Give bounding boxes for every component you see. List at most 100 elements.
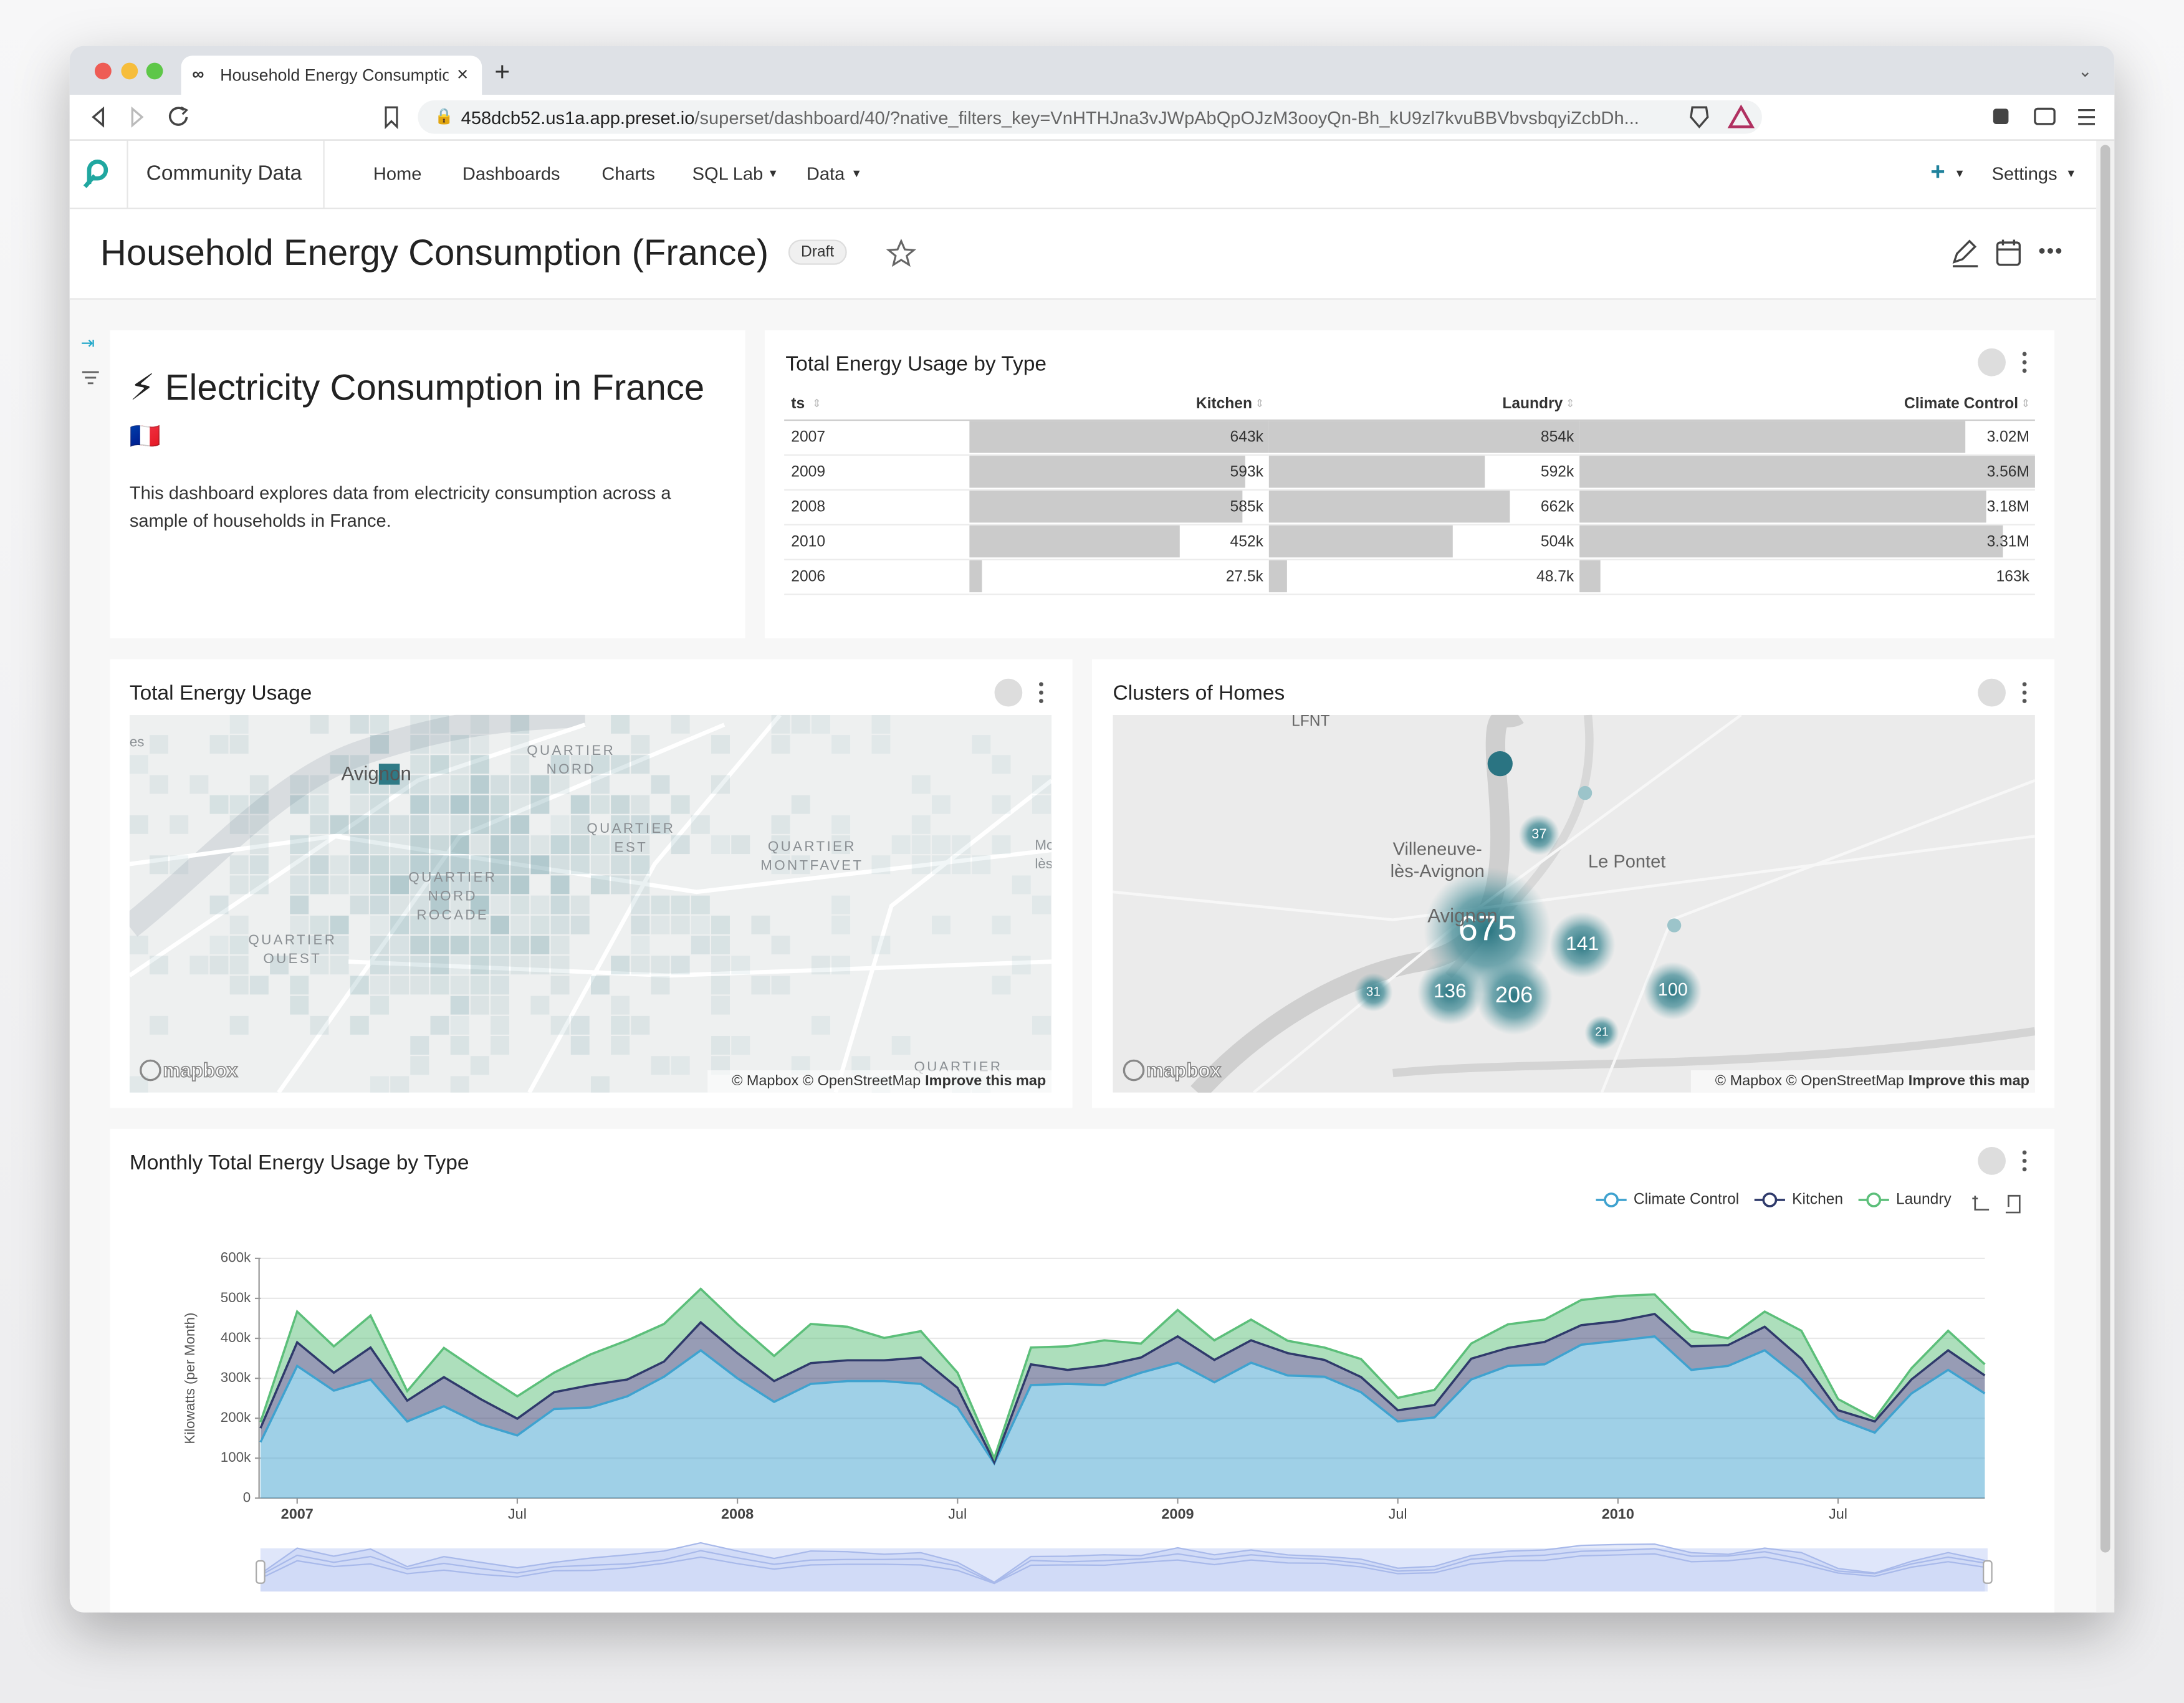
sort-icon[interactable]: ⇕	[1255, 397, 1264, 410]
y-tick-label: 500k	[221, 1290, 251, 1305]
heat-cell	[651, 916, 669, 934]
minimize-dot[interactable]	[121, 63, 138, 80]
filter-badge[interactable]	[995, 679, 1023, 707]
place-label: ROCADE	[416, 907, 489, 923]
heat-cell	[431, 976, 449, 994]
bookmark-icon[interactable]	[381, 105, 401, 130]
attribution[interactable]: © Mapbox © OpenStreetMap	[1715, 1072, 1904, 1088]
nav-item[interactable]: Charts	[601, 163, 655, 185]
mapbox-logo[interactable]: mapbox	[1146, 1060, 1222, 1082]
extension-icons[interactable]	[1685, 103, 1755, 131]
scroll-thumb[interactable]	[2100, 145, 2110, 1553]
logo[interactable]	[81, 156, 117, 192]
new-tab[interactable]: +	[494, 59, 510, 89]
legend-label: Climate Control	[1634, 1191, 1739, 1207]
expand-filters[interactable]: ⇥	[81, 333, 95, 352]
tab-menu[interactable]: ⌄	[2078, 61, 2092, 80]
heat-cell	[350, 835, 369, 854]
heat-cell	[812, 715, 830, 734]
home-point[interactable]	[1667, 918, 1681, 932]
row-label: 2009	[791, 464, 825, 481]
column-header[interactable]: Climate Control	[1904, 396, 2018, 413]
card-menu[interactable]	[1039, 680, 1043, 705]
heat-cell	[250, 795, 269, 814]
heat-cell	[130, 815, 148, 834]
zoom-icons[interactable]	[1972, 1196, 2019, 1212]
heat-cell	[1032, 775, 1051, 794]
settings[interactable]: Settings	[1992, 163, 2057, 185]
heat-cell	[611, 956, 630, 974]
header-actions[interactable]	[1950, 237, 2076, 271]
row-label: 2007	[791, 429, 825, 446]
card-menu[interactable]	[2023, 1148, 2027, 1173]
column-header[interactable]: Laundry	[1502, 396, 1563, 413]
brand[interactable]: Community Data	[146, 161, 302, 185]
heat-cell	[912, 855, 931, 874]
heat-cell	[510, 815, 529, 834]
brush-handle[interactable]	[1983, 1561, 1991, 1583]
browser-actions[interactable]	[1989, 103, 2100, 131]
card-menu[interactable]	[2023, 350, 2027, 375]
cluster-map[interactable]: 675206141136100373121LFNTVilleneuve-lès-…	[1113, 715, 2035, 1093]
card-menu[interactable]	[2023, 680, 2027, 705]
sort-icon[interactable]: ⇕	[812, 397, 821, 410]
cell: 504k	[1269, 525, 1579, 560]
heat-cell	[310, 815, 328, 834]
heat-cell	[631, 936, 649, 954]
cell: 27.5k	[969, 560, 1268, 595]
heat-cell	[390, 875, 409, 894]
mapbox-logo[interactable]: mapbox	[163, 1060, 238, 1082]
column-header[interactable]: Kitchen	[1196, 396, 1252, 413]
sort-icon[interactable]: ⇕	[2021, 397, 2031, 410]
nav-item[interactable]: Data	[807, 163, 845, 185]
area-chart: 0100k200k300k400k500k600k2007Jul2008Jul2…	[110, 1129, 2055, 1613]
heat-cell	[390, 936, 409, 954]
heat-cell	[310, 875, 328, 894]
heat-cell	[792, 715, 810, 734]
tab-close[interactable]: ×	[457, 63, 468, 85]
add-button[interactable]: +	[1930, 158, 1945, 187]
nav-buttons[interactable]	[84, 100, 209, 134]
heat-cell	[992, 976, 1011, 994]
sort-icon[interactable]: ⇕	[1566, 397, 1575, 410]
heatmap-map[interactable]: esAvignonQUARTIERNORDQUARTIERESTQUARTIER…	[130, 715, 1051, 1093]
column-header[interactable]: ts	[791, 396, 805, 413]
favorite-star[interactable]	[886, 238, 916, 269]
filter-badge[interactable]	[1978, 348, 2006, 377]
brush-handle[interactable]	[256, 1561, 264, 1583]
y-tick-label: 300k	[221, 1370, 251, 1385]
legend-item[interactable]: Climate Control	[1596, 1191, 1740, 1207]
attribution[interactable]: © Mapbox © OpenStreetMap	[732, 1072, 921, 1088]
heat-cell	[571, 1036, 590, 1055]
heat-cell	[571, 1016, 590, 1035]
heat-cell	[751, 976, 770, 994]
heat-cell	[350, 715, 369, 734]
nav-item[interactable]: SQL Lab	[692, 163, 764, 185]
nav-item[interactable]: Home	[373, 163, 422, 185]
home-point[interactable]	[1578, 786, 1592, 800]
legend-item[interactable]: Laundry	[1859, 1191, 1952, 1207]
heat-cell	[410, 755, 429, 774]
cell: 3.56M	[1579, 456, 2035, 491]
heat-cell	[491, 1016, 509, 1035]
filter-badge[interactable]	[1978, 679, 2006, 707]
heat-cell	[571, 896, 590, 914]
home-point[interactable]	[1488, 751, 1513, 776]
heat-cell	[491, 936, 509, 954]
improve-link[interactable]: Improve this map	[1909, 1072, 2029, 1088]
legend-item[interactable]: Kitchen	[1755, 1191, 1843, 1207]
close-dot[interactable]	[95, 63, 112, 80]
heat-cell	[290, 775, 309, 794]
filter-badge[interactable]	[1978, 1147, 2006, 1175]
heat-cell	[530, 956, 549, 974]
heat-cell	[210, 896, 229, 914]
filter-icon[interactable]	[81, 369, 100, 386]
heat-cell	[551, 896, 570, 914]
nav-item[interactable]: Dashboards	[462, 163, 560, 185]
zoom-dot[interactable]	[146, 63, 163, 80]
heat-cell	[230, 715, 249, 734]
cell: 163k	[1579, 560, 2035, 595]
improve-link[interactable]: Improve this map	[925, 1072, 1046, 1088]
heat-cell	[330, 956, 349, 974]
